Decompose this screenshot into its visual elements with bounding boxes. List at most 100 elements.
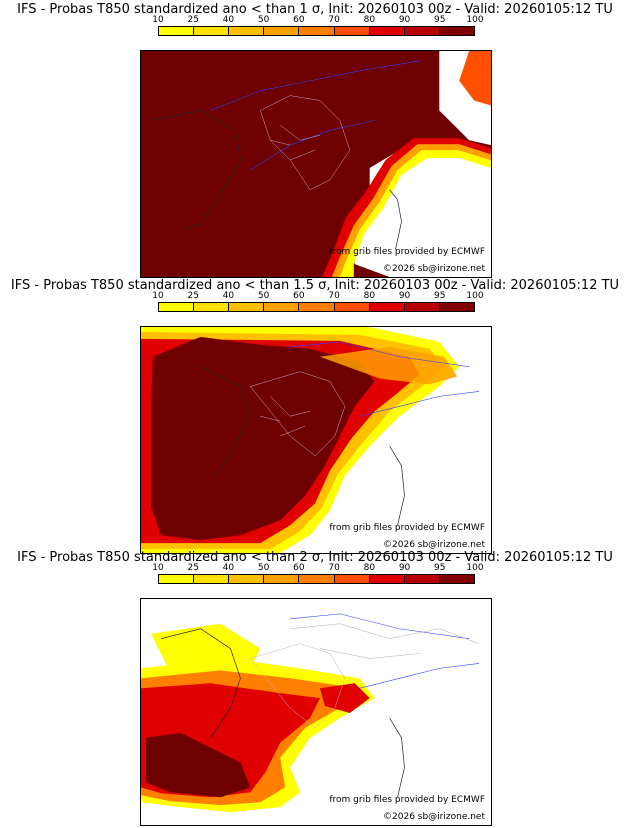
map-panel-1-5-sigma: IFS - Probas T850 standardized ano < tha… bbox=[0, 278, 630, 554]
river-line bbox=[290, 613, 470, 639]
data-source-credit: from grib files provided by ECMWF bbox=[329, 795, 485, 805]
colorbar-swatch bbox=[404, 27, 440, 35]
coastline bbox=[160, 628, 241, 738]
probability-band-50 bbox=[319, 346, 458, 385]
map-canvas bbox=[141, 51, 491, 277]
colorbar-tick-label: 80 bbox=[363, 563, 376, 573]
colorbar-swatch bbox=[159, 27, 195, 35]
colorbar-tick-label: 25 bbox=[187, 291, 199, 301]
coastline bbox=[389, 445, 405, 526]
colorbar bbox=[158, 26, 475, 36]
river-line bbox=[359, 663, 480, 689]
copyright-credit: ©2026 sb@irizone.net bbox=[383, 540, 485, 550]
colorbar-swatch bbox=[334, 575, 370, 583]
map-panel-1-sigma: IFS - Probas T850 standardized ano < tha… bbox=[0, 2, 630, 278]
colorbar-swatch bbox=[439, 27, 474, 35]
data-source-credit: from grib files provided by ECMWF bbox=[329, 247, 485, 257]
colorbar-swatch bbox=[334, 27, 370, 35]
colorbar-tick-label: 80 bbox=[363, 291, 376, 301]
region-borders bbox=[290, 623, 480, 659]
probability-band-10 bbox=[334, 148, 491, 277]
colorbar-swatch bbox=[159, 303, 195, 311]
colorbar-tick-label: 60 bbox=[293, 291, 305, 301]
probability-field-95 bbox=[150, 336, 375, 541]
data-source-credit: from grib files provided by ECMWF bbox=[329, 523, 485, 533]
region-borders bbox=[249, 643, 346, 729]
colorbar-tick-label: 25 bbox=[187, 563, 199, 573]
colorbar-tick-label: 50 bbox=[257, 291, 270, 301]
panel-title: IFS - Probas T850 standardized ano < tha… bbox=[10, 278, 620, 293]
colorbar-ticks: 10 25 40 50 60 70 80 90 95 100 bbox=[152, 563, 483, 574]
river-line bbox=[290, 341, 470, 367]
colorbar-tick-label: 10 bbox=[152, 15, 164, 25]
colorbar-swatch bbox=[334, 303, 370, 311]
colorbar-swatch bbox=[159, 575, 195, 583]
panel-title: IFS - Probas T850 standardized ano < tha… bbox=[17, 2, 613, 17]
colorbar bbox=[158, 574, 475, 584]
region-borders bbox=[270, 125, 321, 161]
probability-map: from grib files provided by ECMWF ©2026 … bbox=[140, 598, 492, 826]
probability-map: from grib files provided by ECMWF ©2026 … bbox=[140, 50, 492, 278]
copyright-credit: ©2026 sb@irizone.net bbox=[383, 812, 485, 822]
colorbar-swatch bbox=[229, 303, 265, 311]
colorbar-swatch bbox=[264, 303, 300, 311]
colorbar-swatch bbox=[194, 27, 230, 35]
colorbar-swatch bbox=[229, 575, 265, 583]
colorbar-swatch bbox=[404, 575, 440, 583]
colorbar-tick-label: 70 bbox=[328, 291, 340, 301]
colorbar-swatch bbox=[229, 27, 265, 35]
colorbar-swatch bbox=[369, 575, 405, 583]
colorbar-tick-label: 90 bbox=[398, 291, 411, 301]
colorbar-ticks: 10 25 40 50 60 70 80 90 95 100 bbox=[152, 291, 483, 302]
colorbar-swatch bbox=[264, 27, 300, 35]
probability-band-70 bbox=[459, 51, 491, 106]
colorbar-tick-label: 80 bbox=[363, 15, 376, 25]
colorbar-tick-label: 100 bbox=[466, 15, 484, 25]
probability-band-80 bbox=[321, 138, 491, 277]
region-borders bbox=[249, 371, 346, 457]
colorbar-swatch bbox=[404, 303, 440, 311]
colorbar-tick-label: 10 bbox=[152, 563, 164, 573]
colorbar-tick-label: 90 bbox=[398, 15, 411, 25]
colorbar-swatch bbox=[194, 303, 230, 311]
coastline bbox=[150, 110, 241, 230]
map-panel-2-sigma: IFS - Probas T850 standardized ano < tha… bbox=[0, 550, 630, 826]
colorbar-swatch bbox=[194, 575, 230, 583]
colorbar-tick-label: 60 bbox=[293, 563, 305, 573]
river-line bbox=[359, 391, 480, 417]
colorbar-ticks: 10 25 40 50 60 70 80 90 95 100 bbox=[152, 15, 483, 26]
colorbar-swatch bbox=[264, 575, 300, 583]
colorbar-swatch bbox=[369, 27, 405, 35]
colorbar-swatch bbox=[299, 575, 335, 583]
colorbar-swatch bbox=[439, 303, 474, 311]
colorbar-swatch bbox=[369, 303, 405, 311]
colorbar-tick-label: 70 bbox=[328, 15, 340, 25]
panel-title: IFS - Probas T850 standardized ano < tha… bbox=[17, 550, 613, 565]
colorbar-swatch bbox=[439, 575, 474, 583]
colorbar-tick-label: 60 bbox=[293, 15, 305, 25]
colorbar-tick-label: 40 bbox=[222, 563, 235, 573]
colorbar-tick-label: 95 bbox=[434, 563, 446, 573]
colorbar-tick-label: 40 bbox=[222, 291, 235, 301]
coastline bbox=[389, 189, 402, 250]
probability-field-95 bbox=[145, 732, 251, 798]
colorbar-tick-label: 95 bbox=[434, 291, 446, 301]
region-borders bbox=[260, 396, 311, 437]
river-line bbox=[210, 60, 420, 111]
colorbar-tick-label: 95 bbox=[434, 15, 446, 25]
colorbar-tick-label: 10 bbox=[152, 291, 164, 301]
probability-band-80 bbox=[319, 683, 370, 713]
map-canvas bbox=[141, 599, 491, 825]
probability-map: from grib files provided by ECMWF ©2026 … bbox=[140, 326, 492, 554]
colorbar-tick-label: 100 bbox=[466, 563, 484, 573]
region-borders bbox=[260, 95, 351, 191]
colorbar-swatch bbox=[299, 303, 335, 311]
colorbar-swatch bbox=[299, 27, 335, 35]
colorbar-tick-label: 40 bbox=[222, 15, 235, 25]
colorbar-tick-label: 100 bbox=[466, 291, 484, 301]
colorbar-tick-label: 50 bbox=[257, 15, 270, 25]
colorbar-tick-label: 25 bbox=[187, 15, 199, 25]
colorbar-tick-label: 90 bbox=[398, 563, 411, 573]
colorbar bbox=[158, 302, 475, 312]
copyright-credit: ©2026 sb@irizone.net bbox=[383, 264, 485, 274]
